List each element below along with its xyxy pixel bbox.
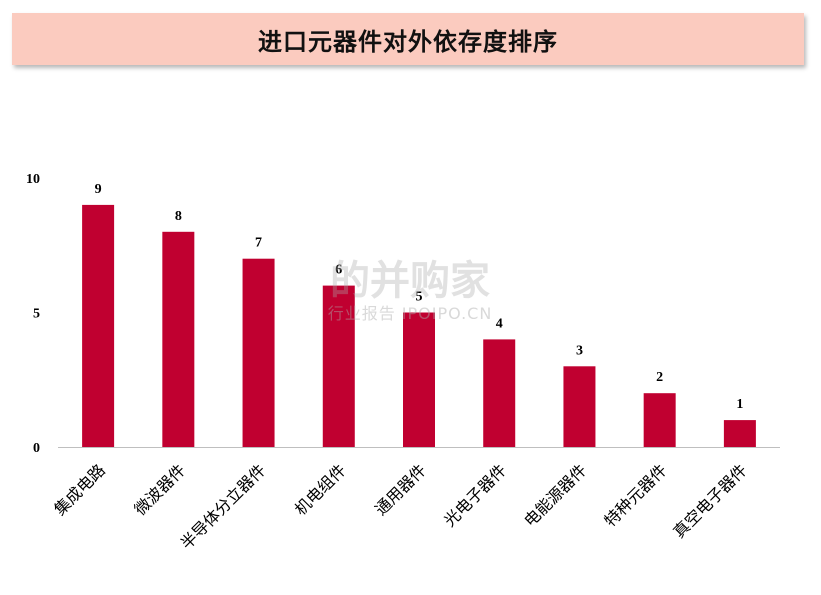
- chart-title: 进口元器件对外依存度排序: [258, 27, 558, 56]
- y-tick-label: 5: [33, 307, 40, 322]
- bar: [242, 258, 275, 447]
- bar: [723, 420, 756, 447]
- bar: [322, 285, 355, 447]
- category-label: 集成电路: [50, 460, 109, 519]
- data-label: 5: [416, 290, 423, 305]
- y-tick-label: 0: [33, 441, 40, 456]
- data-label: 9: [95, 182, 102, 197]
- data-label: 1: [736, 397, 743, 412]
- bar: [82, 204, 115, 447]
- category-label: 电能源器件: [520, 460, 590, 530]
- y-axis: 0 5 10: [26, 172, 40, 456]
- data-label: 4: [496, 316, 503, 331]
- category-label: 机电组件: [291, 460, 350, 519]
- category-label: 真空电子器件: [669, 460, 750, 541]
- category-label: 半导体分立器件: [177, 460, 270, 553]
- y-tick-label: 10: [26, 172, 40, 187]
- category-label: 通用器件: [371, 460, 430, 519]
- data-label: 6: [335, 263, 342, 278]
- bar: [483, 339, 516, 447]
- bars: [82, 204, 756, 447]
- data-label: 3: [576, 343, 583, 358]
- bar: [162, 231, 195, 447]
- data-label: 7: [255, 236, 262, 251]
- data-labels: 9 8 7 6 5 4 3 2 1: [95, 182, 744, 412]
- data-label: 8: [175, 209, 182, 224]
- data-label: 2: [656, 370, 663, 385]
- bar: [563, 366, 596, 447]
- title-banner: 进口元器件对外依存度排序: [12, 13, 804, 65]
- category-label: 微波器件: [130, 460, 189, 519]
- category-label: 特种元器件: [600, 460, 670, 530]
- bar: [643, 393, 676, 447]
- bar: [403, 312, 435, 447]
- category-label: 光电子器件: [440, 460, 510, 530]
